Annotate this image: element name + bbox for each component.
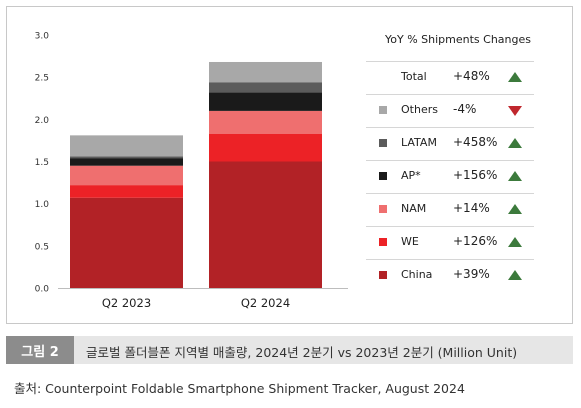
legend-swatch [379,139,387,147]
legend-series-name: WE [401,235,419,248]
legend-row: China +39% [366,259,534,289]
down-arrow-icon [508,106,522,116]
y-tick-label: 0.5 [35,242,49,252]
legend-row: LATAM +458% [366,127,534,157]
legend-yoy-change: +126% [453,234,498,248]
up-arrow-icon [508,72,522,82]
y-tick-label: 1.5 [35,158,49,168]
up-arrow-icon [508,237,522,247]
figure-caption-bar: 그림 2 글로벌 폴더블폰 지역별 매출량, 2024년 2분기 vs 2023… [6,336,573,364]
legend-yoy-change: +39% [453,267,490,281]
bar-segment-we [70,185,183,198]
x-tick-label: Q2 2024 [241,296,290,310]
legend-swatch [379,271,387,279]
bar-segment-ap [70,158,183,166]
x-tick-label: Q2 2023 [102,296,151,310]
y-tick-label: 0.0 [35,285,50,295]
up-arrow-icon [508,270,522,280]
legend-yoy-change: +14% [453,201,490,215]
legend-swatch [379,172,387,180]
legend-series-name: China [401,268,433,281]
up-arrow-icon [508,171,522,181]
y-tick-label: 3.0 [35,32,50,42]
legend-series-name: NAM [401,202,427,215]
legend-yoy-change: +48% [453,69,490,83]
bar-segment-ap [209,92,322,111]
up-arrow-icon [508,138,522,148]
bar-segment-china [70,197,183,288]
bar-segment-nam [70,165,183,186]
legend-series-name: Total [401,70,427,83]
legend-title: YoY % Shipments Changes [385,33,531,46]
legend-yoy-change: +458% [453,135,498,149]
bar-segment-china [209,161,322,288]
legend-row: Others -4% [366,94,534,124]
legend-yoy-change: +156% [453,168,498,182]
source-note: 출처: Counterpoint Foldable Smartphone Shi… [14,381,465,396]
bar-segment-latam [70,156,183,159]
y-tick-label: 2.5 [35,74,49,84]
legend-row: AP* +156% [366,160,534,190]
bar-segment-we [209,133,322,162]
legend-series-name: LATAM [401,136,437,149]
legend-series-name: Others [401,103,438,116]
legend-row: WE +126% [366,226,534,256]
figure-caption: 글로벌 폴더블폰 지역별 매출량, 2024년 2분기 vs 2023년 2분기… [86,345,518,360]
y-tick-label: 2.0 [35,116,50,126]
legend-yoy-change: -4% [453,102,477,116]
y-tick-label: 1.0 [35,200,50,210]
bar-segment-latam [209,82,322,93]
legend-series-name: AP* [401,169,421,182]
up-arrow-icon [508,204,522,214]
stacked-bar-chart: 0.0 0.5 1.0 1.5 2.0 2.5 3.0 Q2 2023 Q2 2024 [35,32,348,310]
bar-segment-others [209,61,322,83]
legend-swatch [379,238,387,246]
bar-segment-others [70,135,183,157]
legend-row: Total +48% [366,61,534,91]
legend-swatch [379,106,387,114]
legend-swatch [379,205,387,213]
bar-segment-nam [209,110,322,134]
figure-label: 그림 2 [6,336,74,364]
legend-row: NAM +14% [366,193,534,223]
